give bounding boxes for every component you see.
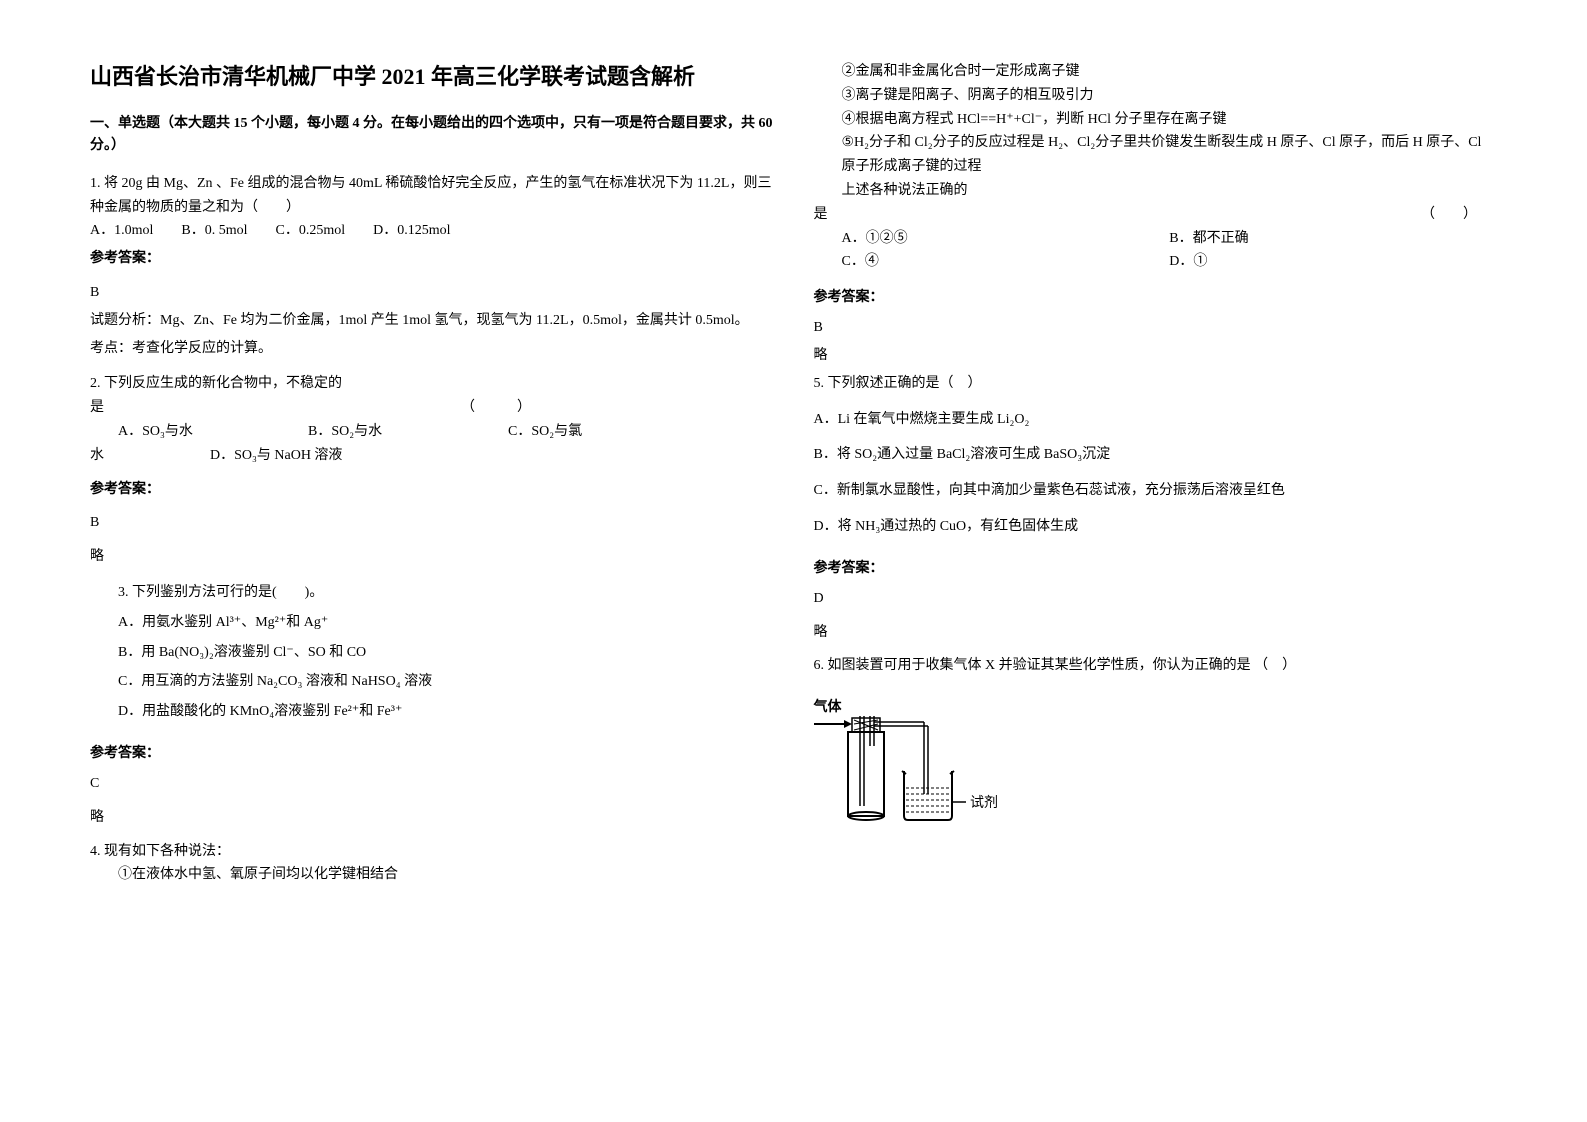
q5-brief: 略 <box>814 621 1498 645</box>
q6-text: 6. 如图装置可用于收集气体 X 并验证其某些化学性质，你认为正确的是 （ ） <box>814 654 1498 678</box>
q2-optA: A．SO₃与水 <box>118 420 308 444</box>
question-4-part2: ②金属和非金属化合时一定形成离子键 ③离子键是阳离子、阴离子的相互吸引力 ④根据… <box>814 60 1498 274</box>
q4-s7: 是 （ ） <box>814 203 1498 227</box>
q2-answer: B <box>90 511 774 535</box>
q3-optA: A．用氨水鉴别 Al³⁺、Mg²⁺和 Ag⁺ <box>118 611 774 635</box>
q2-text2-suffix: （ ） <box>461 400 531 415</box>
q1-analysis-1: 试题分析：Mg、Zn、Fe 均为二价金属，1mol 产生 1mol 氢气，现氢气… <box>90 309 774 333</box>
question-6: 6. 如图装置可用于收集气体 X 并验证其某些化学性质，你认为正确的是 （ ） <box>814 654 1498 678</box>
q2-text2-prefix: 是 <box>90 400 104 415</box>
gas-label: 气体 <box>814 696 1498 716</box>
q4-answer-label: 参考答案： <box>814 286 1498 306</box>
q2-text: 2. 下列反应生成的新化合物中，不稳定的 <box>90 372 774 396</box>
q5-answer: D <box>814 587 1498 611</box>
q4-s3: ③离子键是阳离子、阴离子的相互吸引力 <box>814 84 1498 108</box>
right-column: ②金属和非金属化合时一定形成离子键 ③离子键是阳离子、阴离子的相互吸引力 ④根据… <box>814 60 1498 1062</box>
exam-title: 山西省长治市清华机械厂中学 2021 年高三化学联考试题含解析 <box>90 60 774 93</box>
q5-answer-label: 参考答案： <box>814 557 1498 577</box>
q4-s5: ⑤H₂分子和 Cl₂分子的反应过程是 H₂、Cl₂分子里共价键发生断裂生成 H … <box>814 131 1498 179</box>
q4-s4: ④根据电离方程式 HCl==H⁺+Cl⁻，判断 HCl 分子里存在离子键 <box>814 108 1498 132</box>
q4-optB: B．都不正确 <box>1169 227 1497 251</box>
q2-brief: 略 <box>90 545 774 569</box>
question-3: 3. 下列鉴别方法可行的是( )。 A．用氨水鉴别 Al³⁺、Mg²⁺和 Ag⁺… <box>90 581 774 724</box>
q2-optB: B．SO₂与水 <box>308 420 508 444</box>
q2-text2: 是 （ ） <box>90 396 774 420</box>
q3-answer: C <box>90 772 774 796</box>
q2-optD: D．SO₃与 NaOH 溶液 <box>210 444 342 468</box>
q1-options: A．1.0mol B．0. 5mol C．0.25mol D．0.125mol <box>90 219 774 243</box>
q3-optD: D．用盐酸酸化的 KMnO₄溶液鉴别 Fe²⁺和 Fe³⁺ <box>118 700 774 724</box>
q4-s1: ①在液体水中氢、氧原子间均以化学键相结合 <box>90 863 774 887</box>
reagent-label-svg: 试剂 <box>970 795 998 811</box>
q4-text: 4. 现有如下各种说法： <box>90 840 774 864</box>
q5-optB: B．将 SO₂通入过量 BaCl₂溶液可生成 BaSO₃沉淀 <box>814 443 1498 467</box>
q5-optA: A．Li 在氧气中燃烧主要生成 Li₂O₂ <box>814 408 1498 432</box>
question-4-part1: 4. 现有如下各种说法： ①在液体水中氢、氧原子间均以化学键相结合 <box>90 840 774 888</box>
q1-answer-label: 参考答案： <box>90 247 774 271</box>
q2-options-row2: 水 D．SO₃与 NaOH 溶液 <box>90 444 774 468</box>
q4-optA: A．①②⑤ <box>842 227 1170 251</box>
q1-text: 1. 将 20g 由 Mg、Zn 、Fe 组成的混合物与 40mL 稀硫酸恰好完… <box>90 172 774 220</box>
q4-options-row1: A．①②⑤ B．都不正确 <box>814 227 1498 251</box>
apparatus-svg: 试剂 <box>814 716 1014 836</box>
q4-s2: ②金属和非金属化合时一定形成离子键 <box>814 60 1498 84</box>
question-2: 2. 下列反应生成的新化合物中，不稳定的 是 （ ） A．SO₃与水 B．SO₂… <box>90 372 774 573</box>
left-column: 山西省长治市清华机械厂中学 2021 年高三化学联考试题含解析 一、单选题（本大… <box>90 60 774 1062</box>
q2-optD-prefix: 水 <box>90 444 210 468</box>
question-5: 5. 下列叙述正确的是（ ） A．Li 在氧气中燃烧主要生成 Li₂O₂ B．将… <box>814 372 1498 539</box>
q3-optC: C．用互滴的方法鉴别 Na₂CO₃ 溶液和 NaHSO₄ 溶液 <box>118 670 774 694</box>
q2-optC: C．SO₂与氯 <box>508 420 582 444</box>
q4-s7-prefix: 是 <box>814 207 828 222</box>
q4-brief: 略 <box>814 344 1498 368</box>
question-1: 1. 将 20g 由 Mg、Zn 、Fe 组成的混合物与 40mL 稀硫酸恰好完… <box>90 172 774 365</box>
q5-optC: C．新制氯水显酸性，向其中滴加少量紫色石蕊试液，充分振荡后溶液呈红色 <box>814 479 1498 503</box>
q2-options-row1: A．SO₃与水 B．SO₂与水 C．SO₂与氯 <box>90 420 774 444</box>
q4-optC: C．④ <box>842 250 1170 274</box>
q5-optD: D．将 NH₃通过热的 CuO，有红色固体生成 <box>814 515 1498 539</box>
section-1-header: 一、单选题（本大题共 15 个小题，每小题 4 分。在每小题给出的四个选项中，只… <box>90 113 774 158</box>
q6-diagram: 气体 <box>814 696 1498 836</box>
q1-answer: B <box>90 281 774 305</box>
q5-text: 5. 下列叙述正确的是（ ） <box>814 372 1498 396</box>
q1-analysis-2: 考点：考查化学反应的计算。 <box>90 337 774 361</box>
q4-optD: D．① <box>1169 250 1497 274</box>
q3-answer-label: 参考答案： <box>90 742 774 762</box>
q2-answer-label: 参考答案： <box>90 478 774 502</box>
q3-brief: 略 <box>90 806 774 830</box>
q4-s6: 上述各种说法正确的 <box>814 179 1498 203</box>
q4-answer: B <box>814 316 1498 340</box>
q3-text: 3. 下列鉴别方法可行的是( )。 <box>118 581 774 605</box>
q4-options-row2: C．④ D．① <box>814 250 1498 274</box>
q4-s7-suffix: （ ） <box>1421 203 1477 227</box>
q3-optB: B．用 Ba(NO₃)₂溶液鉴别 Cl⁻、SO 和 CO <box>118 641 774 665</box>
